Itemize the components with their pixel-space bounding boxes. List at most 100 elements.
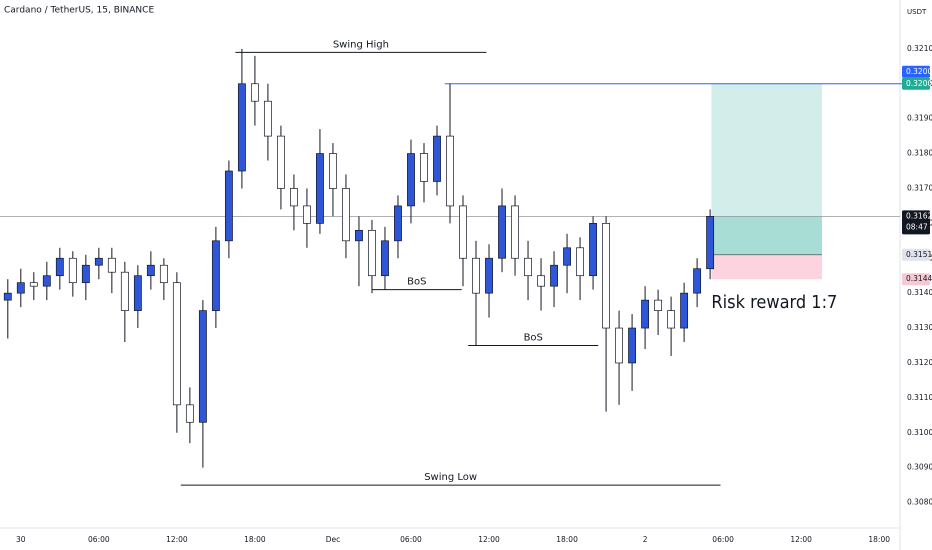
- candle-body: [602, 223, 610, 329]
- last-price-label: 0.3162: [906, 211, 932, 220]
- candle-body: [329, 153, 337, 189]
- candle-body: [680, 292, 689, 329]
- candle-body: [394, 205, 402, 242]
- countdown: 08:47: [906, 222, 928, 231]
- x-tick-label: 12:00: [166, 535, 188, 544]
- x-tick-label: 18:00: [868, 535, 890, 544]
- candle-body: [29, 282, 38, 287]
- candle-body: [407, 153, 415, 207]
- candle-body: [263, 100, 272, 137]
- candle-body: [16, 282, 25, 294]
- candle-body: [94, 257, 103, 266]
- candle-body: [3, 292, 12, 301]
- candle-body: [55, 257, 64, 277]
- candle-body: [198, 310, 207, 423]
- price-tag-label: 0.3200: [906, 67, 932, 76]
- candle-body: [159, 264, 168, 284]
- candle-body: [498, 205, 506, 259]
- x-tick-label: 2: [643, 535, 648, 544]
- x-tick-label: Dec: [326, 535, 341, 544]
- candle-body: [211, 240, 220, 311]
- price-tag: [902, 248, 930, 261]
- x-tick-label: 12:00: [790, 535, 812, 544]
- candle-body: [628, 327, 637, 364]
- candle-body: [524, 257, 532, 277]
- price-tag-label: 0.3144: [906, 274, 932, 283]
- annotation-label: BoS: [524, 333, 543, 344]
- price-tag: [902, 65, 930, 78]
- y-tick-label: 0.3110: [907, 393, 932, 402]
- price-tag: [902, 77, 930, 90]
- candle-body: [576, 247, 584, 277]
- candle-body: [459, 205, 467, 259]
- candle-body: [342, 188, 350, 242]
- last-price-tag: [902, 210, 930, 235]
- y-axis-label: USDT: [907, 8, 927, 16]
- candle-body: [120, 271, 129, 311]
- price-tag-label: 0.3200: [906, 79, 932, 88]
- candle-body: [250, 83, 259, 102]
- annotation-label: Swing High: [333, 39, 389, 50]
- y-tick-label: 0.3210: [907, 44, 932, 53]
- candle-body: [550, 264, 558, 287]
- price-tag-label: 0.3151: [906, 250, 932, 259]
- x-tick-label: 30: [16, 535, 26, 544]
- candle-body: [276, 135, 285, 189]
- candle-body: [355, 229, 363, 242]
- candle-body: [42, 275, 51, 287]
- candle-body: [224, 170, 233, 242]
- y-tick-label: 0.3190: [907, 114, 932, 123]
- candle-body: [172, 282, 181, 406]
- y-tick-label: 0.3140: [907, 288, 932, 297]
- x-tick-label: 06:00: [712, 535, 734, 544]
- candle-body: [146, 264, 155, 277]
- candle-body: [433, 135, 441, 182]
- candle-body: [381, 240, 389, 277]
- y-tick-label: 0.3120: [907, 358, 932, 367]
- candle-body: [615, 327, 624, 364]
- x-tick-label: 06:00: [88, 535, 110, 544]
- candle-body: [563, 247, 571, 266]
- candle-body: [68, 257, 77, 284]
- y-tick-label: 0.3170: [907, 183, 932, 192]
- position-label: Risk reward 1:7: [711, 292, 837, 313]
- candle-body: [693, 268, 702, 294]
- candle-body: [237, 83, 246, 172]
- y-tick-label: 0.3080: [907, 498, 932, 507]
- candle-body: [537, 275, 545, 287]
- candle-body: [641, 299, 650, 329]
- candle-body: [420, 153, 428, 182]
- candle-body: [511, 205, 519, 259]
- x-tick-label: 18:00: [556, 535, 578, 544]
- candle-body: [185, 404, 194, 423]
- y-tick-label: 0.3130: [907, 323, 932, 332]
- candle-body: [133, 275, 142, 311]
- profit-zone: [711, 83, 822, 255]
- filled-profit: [711, 216, 822, 255]
- loss-zone: [711, 254, 822, 280]
- candle-body: [446, 135, 454, 207]
- annotation-label: BoS: [407, 277, 426, 288]
- candle-body: [589, 223, 597, 277]
- x-tick-label: 18:00: [244, 535, 266, 544]
- candle-body: [290, 188, 298, 207]
- x-tick-label: 12:00: [478, 535, 500, 544]
- candle-body: [654, 299, 663, 311]
- candle-body: [472, 257, 480, 294]
- candle-body: [485, 257, 493, 294]
- candle-body: [368, 229, 376, 277]
- candle-body: [316, 153, 324, 224]
- price-tag: [902, 273, 930, 286]
- candle-body: [81, 264, 90, 284]
- y-tick-label: 0.3090: [907, 463, 932, 472]
- y-tick-label: 0.3180: [907, 149, 932, 158]
- candle-body: [303, 205, 311, 224]
- annotation-label: Swing Low: [424, 472, 477, 483]
- candle-body: [107, 257, 116, 273]
- y-tick-label: 0.3100: [907, 428, 932, 437]
- candle-body: [667, 310, 676, 329]
- chart-title: Cardano / TetherUS, 15, BINANCE: [4, 6, 154, 16]
- x-tick-label: 06:00: [400, 535, 422, 544]
